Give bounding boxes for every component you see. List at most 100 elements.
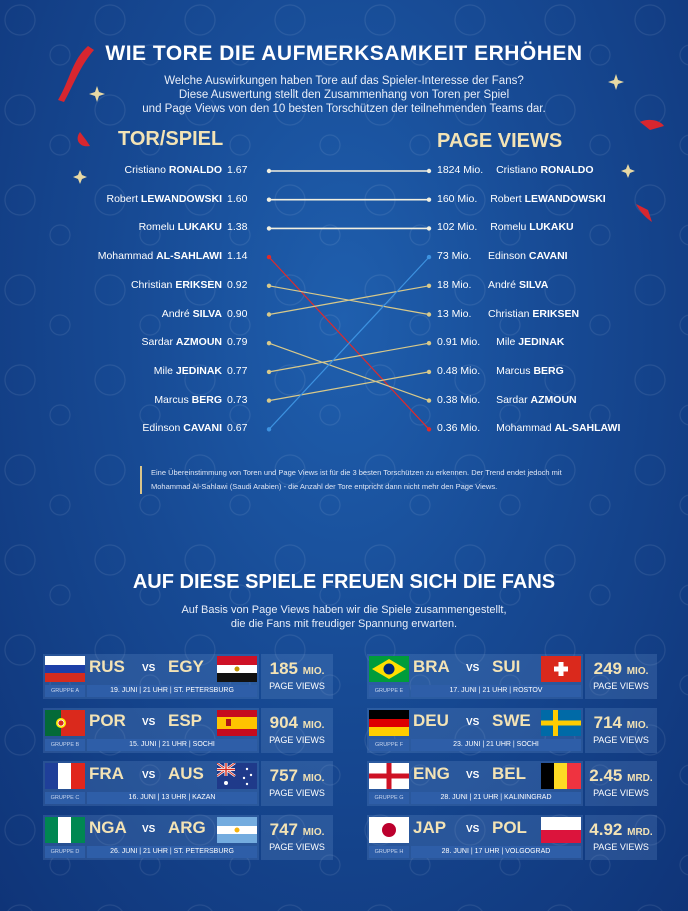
page-views-value: 0.38 Mio. (437, 393, 481, 406)
away-team: POL (492, 817, 527, 837)
match-date-venue: 19. JUNI | 21 UHR | ST. PETERSBURG (87, 685, 257, 697)
right-player-name: Romelu LUKAKU (490, 221, 573, 233)
player-first-name: Christian (488, 307, 533, 320)
page-views-box: 2.45 MRD. PAGE VIEWS (585, 761, 657, 806)
player-first-name: Marcus (496, 364, 534, 377)
player-last-name: AZMOUN (175, 336, 222, 349)
left-player-name: Mohammad AL-SAHLAWI (98, 250, 222, 262)
left-player-name: Edinson CAVANI (142, 422, 222, 434)
esp-flag-icon (217, 709, 257, 736)
match-date-venue: 23. JUNI | 21 UHR | SOCHI (411, 738, 581, 751)
views-value: 714 (593, 712, 622, 732)
vs-label: VS (466, 716, 480, 728)
deu-flag-icon (369, 709, 409, 736)
page-views-label: PAGE VIEWS (593, 681, 649, 691)
slope-line-azmoun (268, 342, 430, 402)
player-last-name: SILVA (518, 278, 549, 291)
right-player-name: Christian ERIKSEN (488, 308, 579, 320)
aus-flag-icon (217, 763, 257, 789)
page-views-label: PAGE VIEWS (269, 788, 325, 798)
left-player-name: Marcus BERG (154, 394, 222, 406)
page-views-value: 73 Mio. (437, 250, 472, 263)
arg-flag-icon (217, 816, 257, 843)
page-views-number: 4.92 MRD. (585, 820, 657, 840)
views-value: 757 (269, 766, 298, 785)
player-first-name: Mile (153, 364, 176, 377)
match-card-bra-sui: BRA VS SUI GRUPPE E 17. JUNI | 21 UHR | … (367, 654, 657, 699)
player-first-name: Cristiano (124, 164, 169, 176)
right-point (426, 254, 432, 260)
left-player-name: Romelu LUKAKU (139, 221, 222, 233)
left-point (266, 197, 272, 202)
page-views-label: PAGE VIEWS (269, 841, 325, 852)
confetti-decoration (58, 46, 664, 222)
player-last-name: AL-SAHLAWI (156, 250, 222, 263)
player-first-name: Robert (490, 192, 525, 205)
right-point (426, 427, 432, 432)
left-point (266, 369, 272, 375)
views-unit: MRD. (627, 826, 653, 838)
away-team: BEL (492, 764, 526, 783)
player-first-name: Marcus (154, 393, 192, 406)
home-team: BRA (413, 657, 450, 676)
player-first-name: Edinson (142, 422, 184, 435)
page-views-label: PAGE VIEWS (593, 841, 649, 852)
home-team: DEU (413, 710, 449, 730)
match-info-box: NGA VS ARG GRUPPE D 26. JUNI | 21 UHR | … (43, 814, 259, 860)
slope-line-cavani (268, 256, 430, 430)
player-first-name: André (161, 307, 193, 320)
player-last-name: ERIKSEN (175, 278, 222, 291)
chart-note: Eine Übereinstimmung von Toren und Page … (140, 466, 571, 494)
page-views-value: 13 Mio. (437, 307, 472, 320)
match-info-box: BRA VS SUI GRUPPE E 17. JUNI | 21 UHR | … (367, 654, 583, 699)
player-last-name: SILVA (192, 307, 222, 320)
page-title: WIE TORE DIE AUFMERKSAMKEIT ERHÖHEN (105, 42, 583, 65)
pol-flag-icon (541, 816, 581, 843)
page-views-label: PAGE VIEWS (593, 788, 649, 798)
page-views-label: PAGE VIEWS (269, 681, 325, 691)
views-value: 904 (269, 712, 298, 732)
player-last-name: CAVANI (183, 422, 222, 435)
player-last-name: LEWANDOWSKI (524, 192, 606, 205)
intro-text: Welche Auswirkungen haben Tore auf das S… (0, 74, 688, 116)
left-point (266, 312, 272, 317)
away-team: ARG (168, 817, 206, 837)
views-unit: MIO. (302, 826, 325, 838)
left-point (266, 283, 272, 288)
goals-per-game-value: 1.67 (227, 164, 248, 176)
right-point (426, 369, 432, 375)
player-last-name: LUKAKU (177, 221, 222, 234)
match-info-box: JAP VS POL GRUPPE H 28. JUNI | 17 UHR | … (367, 814, 583, 860)
player-last-name: BERG (191, 393, 222, 406)
section2-intro-line-2: die die Fans mit freudiger Spannung erwa… (230, 618, 458, 630)
left-column-header: TOR/SPIEL (118, 128, 224, 150)
player-first-name: Mohammad (97, 250, 157, 263)
eng-flag-icon (369, 763, 409, 789)
match-date-venue: 17. JUNI | 21 UHR | ROSTOV (411, 685, 581, 697)
group-label: GRUPPE H (369, 845, 409, 858)
goals-per-game-value: 0.90 (227, 307, 248, 320)
left-player-name: Christian ERIKSEN (131, 279, 222, 291)
bel-flag-icon (541, 763, 581, 789)
group-label: GRUPPE G (369, 792, 409, 804)
page-views-value: 102 Mio. (437, 221, 478, 234)
right-player-name: Mile JEDINAK (496, 336, 564, 348)
goals-per-game-value: 0.67 (227, 422, 248, 435)
group-label: GRUPPE A (45, 685, 85, 697)
player-first-name: Sardar (496, 393, 531, 406)
page-views-box: 185 MIO. PAGE VIEWS (261, 654, 333, 699)
away-team: EGY (168, 657, 204, 676)
player-first-name: Mohammad (496, 422, 555, 435)
away-team: SUI (492, 657, 521, 676)
right-player-name: Robert LEWANDOWSKI (490, 193, 606, 205)
page-views-box: 747 MIO. PAGE VIEWS (261, 814, 333, 860)
player-last-name: ERIKSEN (532, 307, 580, 320)
intro-line-2: Diese Auswertung stellt den Zusammenhang… (178, 89, 510, 101)
group-label: GRUPPE B (45, 738, 85, 751)
match-info-box: POR VS ESP GRUPPE B 15. JUNI | 21 UHR | … (43, 707, 259, 753)
right-player-name: Cristiano RONALDO (496, 164, 593, 176)
match-date-venue: 26. JUNI | 21 UHR | ST. PETERSBURG (87, 845, 257, 858)
page-views-number: 714 MIO. (585, 713, 657, 733)
match-info-box: FRA VS AUS GRUPPE C 16. JUNI | 13 UHR | … (43, 761, 259, 806)
